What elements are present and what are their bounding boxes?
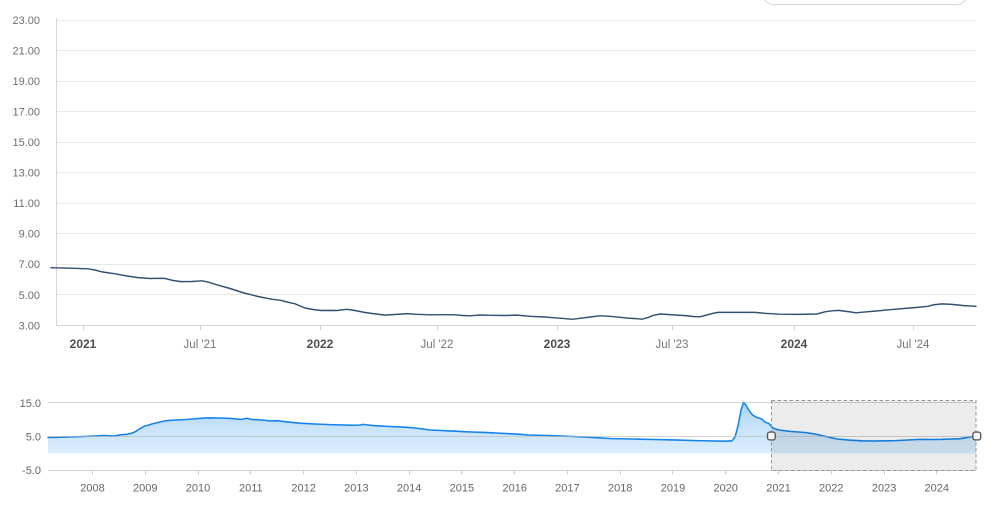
svg-text:9.00: 9.00 [19, 229, 40, 241]
svg-text:2010: 2010 [186, 483, 210, 495]
svg-text:23.00: 23.00 [12, 15, 40, 27]
svg-text:17.00: 17.00 [12, 106, 40, 118]
svg-text:2022: 2022 [819, 483, 843, 495]
svg-text:15.00: 15.00 [12, 137, 40, 149]
svg-text:Jul '21: Jul '21 [184, 339, 217, 351]
svg-text:2018: 2018 [608, 483, 632, 495]
svg-text:2015: 2015 [450, 483, 474, 495]
svg-text:2019: 2019 [661, 483, 685, 495]
svg-text:2009: 2009 [133, 483, 157, 495]
svg-text:2013: 2013 [344, 483, 368, 495]
svg-text:7.00: 7.00 [19, 259, 40, 271]
svg-text:11.00: 11.00 [13, 198, 40, 210]
svg-text:2024: 2024 [925, 483, 949, 495]
svg-text:-5.0: -5.0 [22, 465, 41, 477]
svg-text:5.00: 5.00 [19, 290, 40, 302]
svg-text:2024: 2024 [781, 337, 808, 351]
svg-text:2017: 2017 [555, 483, 579, 495]
svg-text:2016: 2016 [502, 483, 526, 495]
svg-text:2023: 2023 [872, 483, 896, 495]
svg-text:2022: 2022 [307, 337, 334, 351]
svg-text:2011: 2011 [239, 483, 263, 495]
svg-text:2021: 2021 [70, 337, 97, 351]
svg-text:19.00: 19.00 [12, 76, 40, 88]
svg-text:2008: 2008 [80, 483, 104, 495]
svg-text:3.00: 3.00 [19, 320, 40, 332]
svg-text:2014: 2014 [397, 483, 421, 495]
svg-text:Jul '23: Jul '23 [656, 339, 689, 351]
svg-text:2021: 2021 [766, 483, 790, 495]
svg-text:5.0: 5.0 [26, 432, 41, 444]
svg-text:13.00: 13.00 [12, 168, 40, 180]
svg-text:2012: 2012 [291, 483, 315, 495]
svg-text:2023: 2023 [544, 337, 571, 351]
svg-text:Jul '24: Jul '24 [897, 339, 930, 351]
svg-text:15.0: 15.0 [20, 398, 41, 410]
svg-text:21.00: 21.00 [12, 45, 40, 57]
svg-text:2020: 2020 [713, 483, 737, 495]
svg-text:Jul '22: Jul '22 [421, 339, 454, 351]
